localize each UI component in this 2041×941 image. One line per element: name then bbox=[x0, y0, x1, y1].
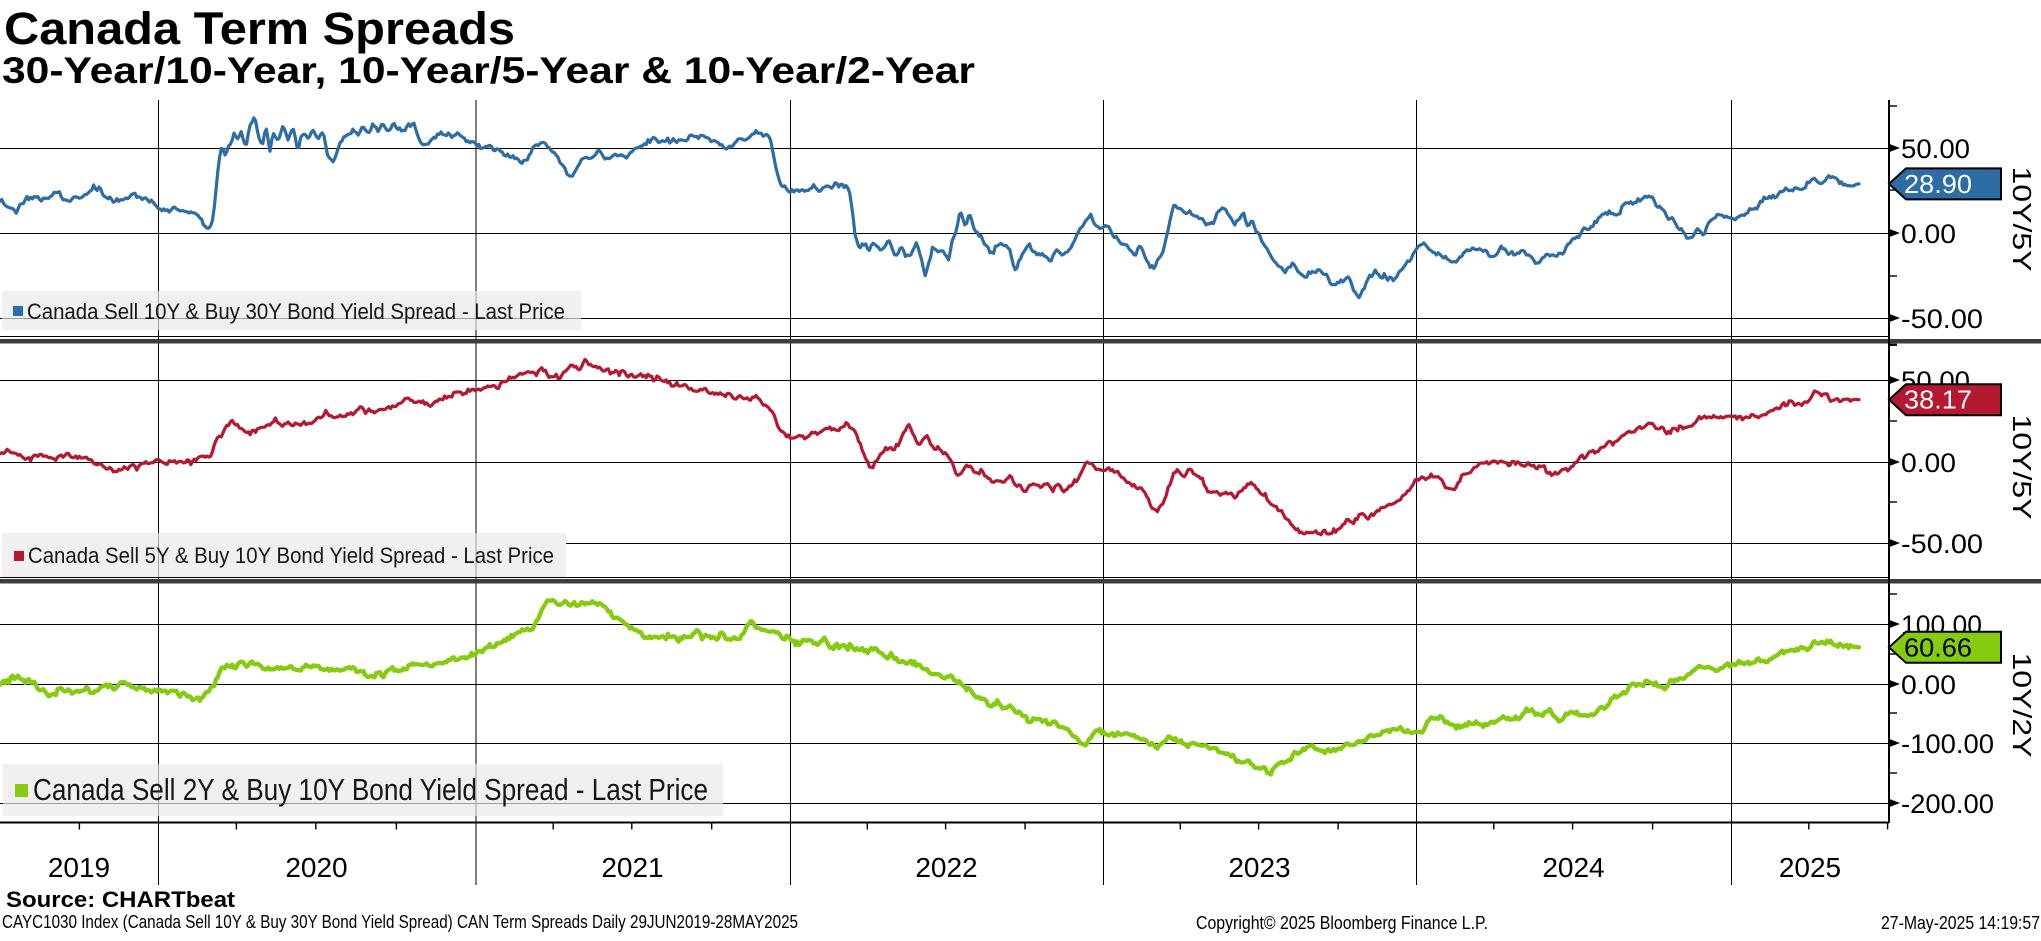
svg-text:28.90: 28.90 bbox=[1904, 169, 1972, 199]
svg-text:Canada Sell 5Y & Buy 10Y Bond: Canada Sell 5Y & Buy 10Y Bond Yield Spre… bbox=[28, 543, 554, 568]
svg-text:-50.00: -50.00 bbox=[1901, 304, 1983, 334]
svg-text:Canada Sell 2Y & Buy 10Y Bond: Canada Sell 2Y & Buy 10Y Bond Yield Spre… bbox=[33, 772, 708, 807]
svg-text:2019: 2019 bbox=[48, 852, 110, 883]
svg-text:30-Year/10-Year, 10-Year/5-Yea: 30-Year/10-Year, 10-Year/5-Year & 10-Yea… bbox=[2, 50, 975, 91]
svg-text:50.00: 50.00 bbox=[1901, 134, 1970, 164]
svg-text:CAYC1030 Index (Canada Sell 10: CAYC1030 Index (Canada Sell 10Y & Buy 30… bbox=[2, 912, 798, 932]
svg-text:10Y/2Y: 10Y/2Y bbox=[2007, 653, 2037, 758]
svg-text:Copyright© 2025 Bloomberg Fina: Copyright© 2025 Bloomberg Finance L.P. bbox=[1196, 913, 1488, 933]
svg-text:0.00: 0.00 bbox=[1901, 670, 1956, 700]
svg-text:2025: 2025 bbox=[1779, 852, 1841, 883]
svg-text:2024: 2024 bbox=[1542, 852, 1604, 883]
svg-text:-100.00: -100.00 bbox=[1901, 729, 1994, 759]
svg-text:Source: CHARTbeat: Source: CHARTbeat bbox=[6, 887, 236, 912]
svg-text:Canada Term Spreads: Canada Term Spreads bbox=[4, 3, 515, 54]
svg-text:10Y/5Y: 10Y/5Y bbox=[2007, 167, 2037, 272]
svg-text:Canada Sell 10Y & Buy 30Y Bond: Canada Sell 10Y & Buy 30Y Bond Yield Spr… bbox=[27, 299, 565, 324]
svg-text:2023: 2023 bbox=[1228, 852, 1290, 883]
svg-text:-50.00: -50.00 bbox=[1901, 529, 1983, 559]
svg-text:10Y/5Y: 10Y/5Y bbox=[2007, 415, 2037, 520]
svg-text:-200.00: -200.00 bbox=[1901, 789, 1994, 819]
svg-text:0.00: 0.00 bbox=[1901, 219, 1956, 249]
svg-text:2021: 2021 bbox=[601, 852, 663, 883]
svg-text:0.00: 0.00 bbox=[1901, 448, 1956, 478]
svg-text:60.66: 60.66 bbox=[1904, 632, 1972, 662]
svg-text:2020: 2020 bbox=[285, 852, 347, 883]
svg-text:27-May-2025 14:19:57: 27-May-2025 14:19:57 bbox=[1881, 912, 2040, 933]
svg-text:38.17: 38.17 bbox=[1904, 385, 1972, 415]
svg-text:2022: 2022 bbox=[915, 852, 977, 883]
